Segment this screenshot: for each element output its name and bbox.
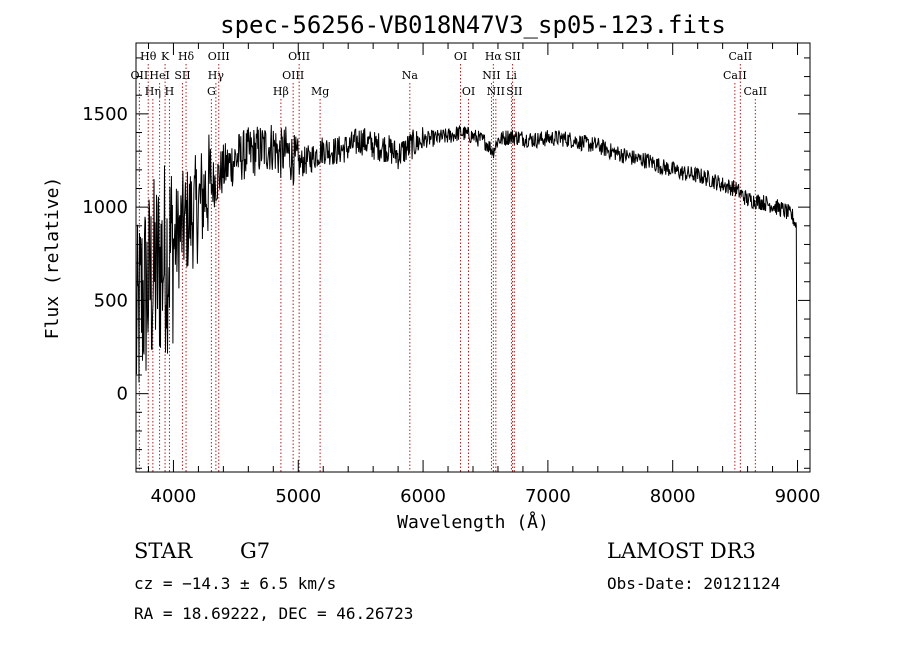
x-axis-label: Wavelength (Å) [397,511,549,533]
spectrum-line [135,124,798,395]
spectral-line-label: Hα [485,50,503,63]
y-tick-label: 500 [94,290,128,311]
survey-name: LAMOST DR3 [607,539,756,563]
spectral-line-label: Mg [311,85,329,98]
spectral-line-label: OIII [208,50,230,63]
spectral-line-label: Li [506,69,517,82]
spectral-line-label: Hη [145,85,161,98]
obs-date: Obs-Date: 20121124 [607,574,780,593]
spectral-line-label: Hδ [178,50,195,63]
x-tick-label: 5000 [275,486,321,507]
spectral-line-label: OII [131,69,149,82]
spectral-line-label: OIII [282,69,304,82]
object-subclass: G7 [240,539,270,563]
spectral-line-label: OI [454,50,467,63]
chart-title: spec-56256-VB018N47V3_sp05-123.fits [220,11,726,39]
y-tick-label: 1500 [82,104,128,125]
x-tick-label: 8000 [650,486,696,507]
y-axis-label: Flux (relative) [42,177,63,340]
spectral-line-label: G [207,85,216,98]
ra-dec: RA = 18.69222, DEC = 46.26723 [134,604,413,623]
spectral-line-label: OI [462,85,475,98]
spectral-line-label: CaII [723,69,747,82]
y-tick-label: 0 [117,384,128,405]
spectral-line-label: OIII [288,50,310,63]
spectral-line-markers: OII Hθ Hη K H HeI SII Hδ G Hγ OIII Hβ OIII OIII Mg Na OI… [131,50,767,472]
spectral-line-label: SII [504,50,520,63]
object-class: STAR [134,539,193,563]
axis-ticks: 4000 5000 6000 7000 8000 9000 0 500 1000 1500 [82,43,820,507]
spectral-line-label: SII [174,69,190,82]
spectral-line-label: NII [482,69,500,82]
spectral-line-label: Hβ [273,85,289,98]
spectral-line-label: H [165,85,175,98]
spectral-line-label: CaII [743,85,767,98]
x-tick-label: 6000 [400,486,446,507]
spectral-line-label: HeI [149,69,169,82]
redshift-cz: cz = −14.3 ± 6.5 km/s [134,574,336,593]
x-tick-label: 7000 [525,486,571,507]
spectral-line-label: Hγ [208,69,225,82]
spectral-line-label: CaII [729,50,753,63]
y-tick-label: 1000 [82,197,128,218]
spectral-line-label: Na [402,69,419,82]
spectral-line-label: SII [506,85,522,98]
spectral-line-label: K [161,50,170,63]
x-tick-label: 4000 [151,486,197,507]
plot-frame [135,42,811,473]
spectrum-series [135,124,798,395]
spectral-line-label: Hθ [140,50,157,63]
x-tick-label: 9000 [775,486,821,507]
spectral-line-label: NII [487,85,505,98]
